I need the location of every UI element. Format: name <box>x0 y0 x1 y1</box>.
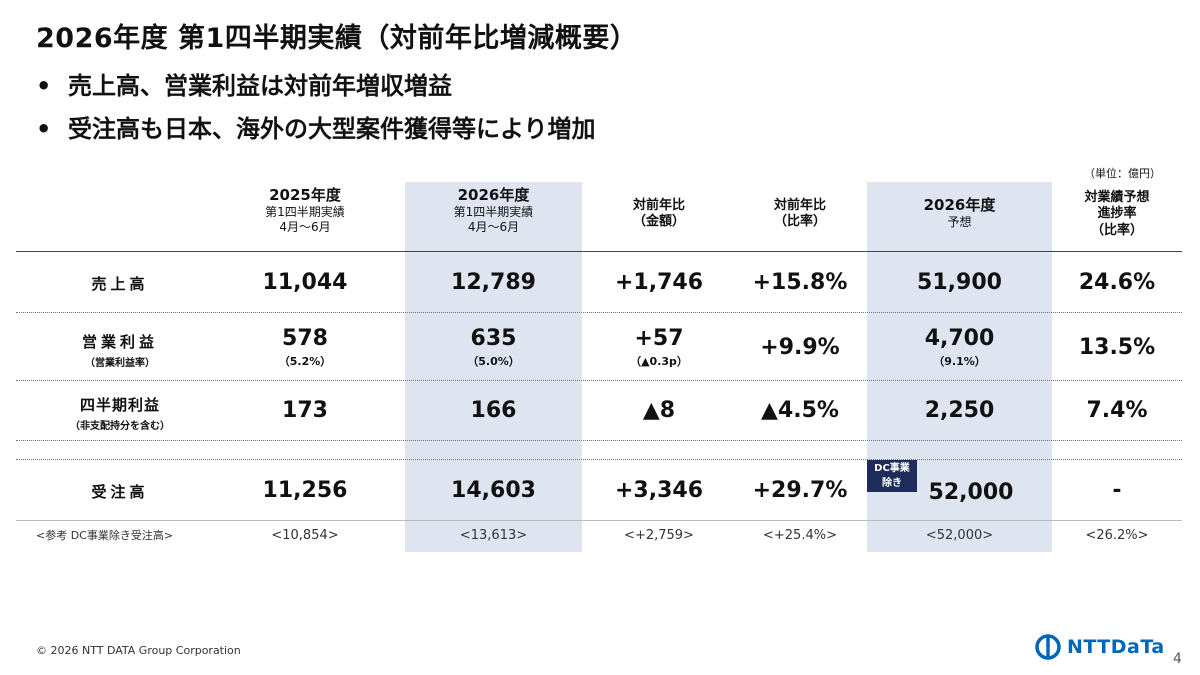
bullet-text: 売上高、営業利益は対前年増収増益 <box>68 72 452 100</box>
header-yoy-amount: 対前年比 （金額） <box>632 198 685 230</box>
sales-forecast: 51,900 <box>917 270 1002 295</box>
highlight-column-current <box>405 182 582 552</box>
bullet-item: • 受注高も日本、海外の大型案件獲得等により増加 <box>36 109 596 144</box>
company-logo: NTTDaTa <box>1035 633 1165 661</box>
page-number: 4 <box>1173 651 1182 667</box>
net-income-yoy-amount: ▲8 <box>642 398 676 423</box>
orders-yoy-amount: +3,346 <box>614 478 704 503</box>
unit-note: （単位：億円） <box>1084 167 1161 180</box>
row-label-orders: 受注高 <box>91 483 149 501</box>
header-fy2026-forecast: 2026年度 予想 <box>923 196 996 229</box>
sales-yoy-amount: +1,746 <box>614 270 704 295</box>
bullet-text: 受注高も日本、海外の大型案件獲得等により増加 <box>68 115 596 143</box>
ref-orders-yoy-ratio: <+25.4%> <box>763 528 837 543</box>
header-divider <box>16 251 1182 252</box>
row-divider <box>16 440 1182 441</box>
row-label-operating-income: 営業利益 （営業利益率） <box>81 333 158 369</box>
op-income-fy2026: 635 （5.0%） <box>467 326 520 368</box>
ref-orders-yoy-amount: <+2,759> <box>624 528 694 543</box>
header-fy2026-q1: 2026年度 第1四半期実績 4月～6月 <box>453 186 534 234</box>
op-income-progress: 13.5% <box>1078 335 1156 360</box>
row-divider <box>16 520 1182 521</box>
row-label-sales: 売上高 <box>91 275 149 293</box>
reference-orders-label: <参考 DC事業除き受注高> <box>36 529 174 542</box>
bullet-symbol: • <box>36 72 52 100</box>
copyright: © 2026 NTT DATA Group Corporation <box>36 644 241 657</box>
net-income-forecast: 2,250 <box>924 398 995 423</box>
net-income-fy2025: 173 <box>282 398 328 423</box>
orders-fy2026: 14,603 <box>451 478 536 503</box>
row-divider <box>16 312 1182 313</box>
page-title: 2026年度 第1四半期実績（対前年比増減概要） <box>36 23 638 54</box>
sales-yoy-ratio: +15.8% <box>752 270 848 295</box>
row-divider <box>16 459 1182 460</box>
op-income-yoy-amount: +57 （▲0.3p） <box>630 326 688 368</box>
net-income-progress: 7.4% <box>1086 398 1148 423</box>
ntt-data-logo-icon <box>1035 634 1061 660</box>
ref-orders-forecast: <52,000> <box>925 528 994 543</box>
ref-orders-fy2025: <10,854> <box>271 528 339 543</box>
op-income-yoy-ratio: +9.9% <box>760 335 840 360</box>
net-income-fy2026: 166 <box>470 398 517 423</box>
orders-fy2025: 11,256 <box>262 478 348 503</box>
orders-yoy-ratio: +29.7% <box>752 478 848 503</box>
dc-excluded-badge: DC事業 除き <box>867 460 917 492</box>
ref-orders-progress: <26.2%> <box>1085 528 1149 543</box>
header-yoy-ratio: 対前年比 （比率） <box>773 198 826 230</box>
sales-fy2025: 11,044 <box>262 270 348 295</box>
op-income-fy2025: 578 （5.2%） <box>278 326 332 368</box>
bullet-symbol: • <box>36 115 52 143</box>
ref-orders-fy2026: <13,613> <box>459 528 528 543</box>
bullet-item: • 売上高、営業利益は対前年増収増益 <box>36 66 452 101</box>
logo-text: NTTDaTa <box>1067 636 1165 658</box>
header-fy2025-q1: 2025年度 第1四半期実績 4月～6月 <box>265 186 345 234</box>
sales-fy2026: 12,789 <box>451 270 536 295</box>
row-label-quarterly-profit: 四半期利益 （非支配持分を含む） <box>70 396 170 432</box>
op-income-forecast: 4,700 （9.1%） <box>924 326 995 368</box>
header-progress-rate: 対業績予想 進捗率 （比率） <box>1084 190 1150 238</box>
sales-progress: 24.6% <box>1078 270 1156 295</box>
net-income-yoy-ratio: ▲4.5% <box>761 398 839 423</box>
row-divider <box>16 380 1182 381</box>
orders-forecast: 52,000 <box>928 480 1014 505</box>
orders-progress: - <box>1112 478 1122 503</box>
